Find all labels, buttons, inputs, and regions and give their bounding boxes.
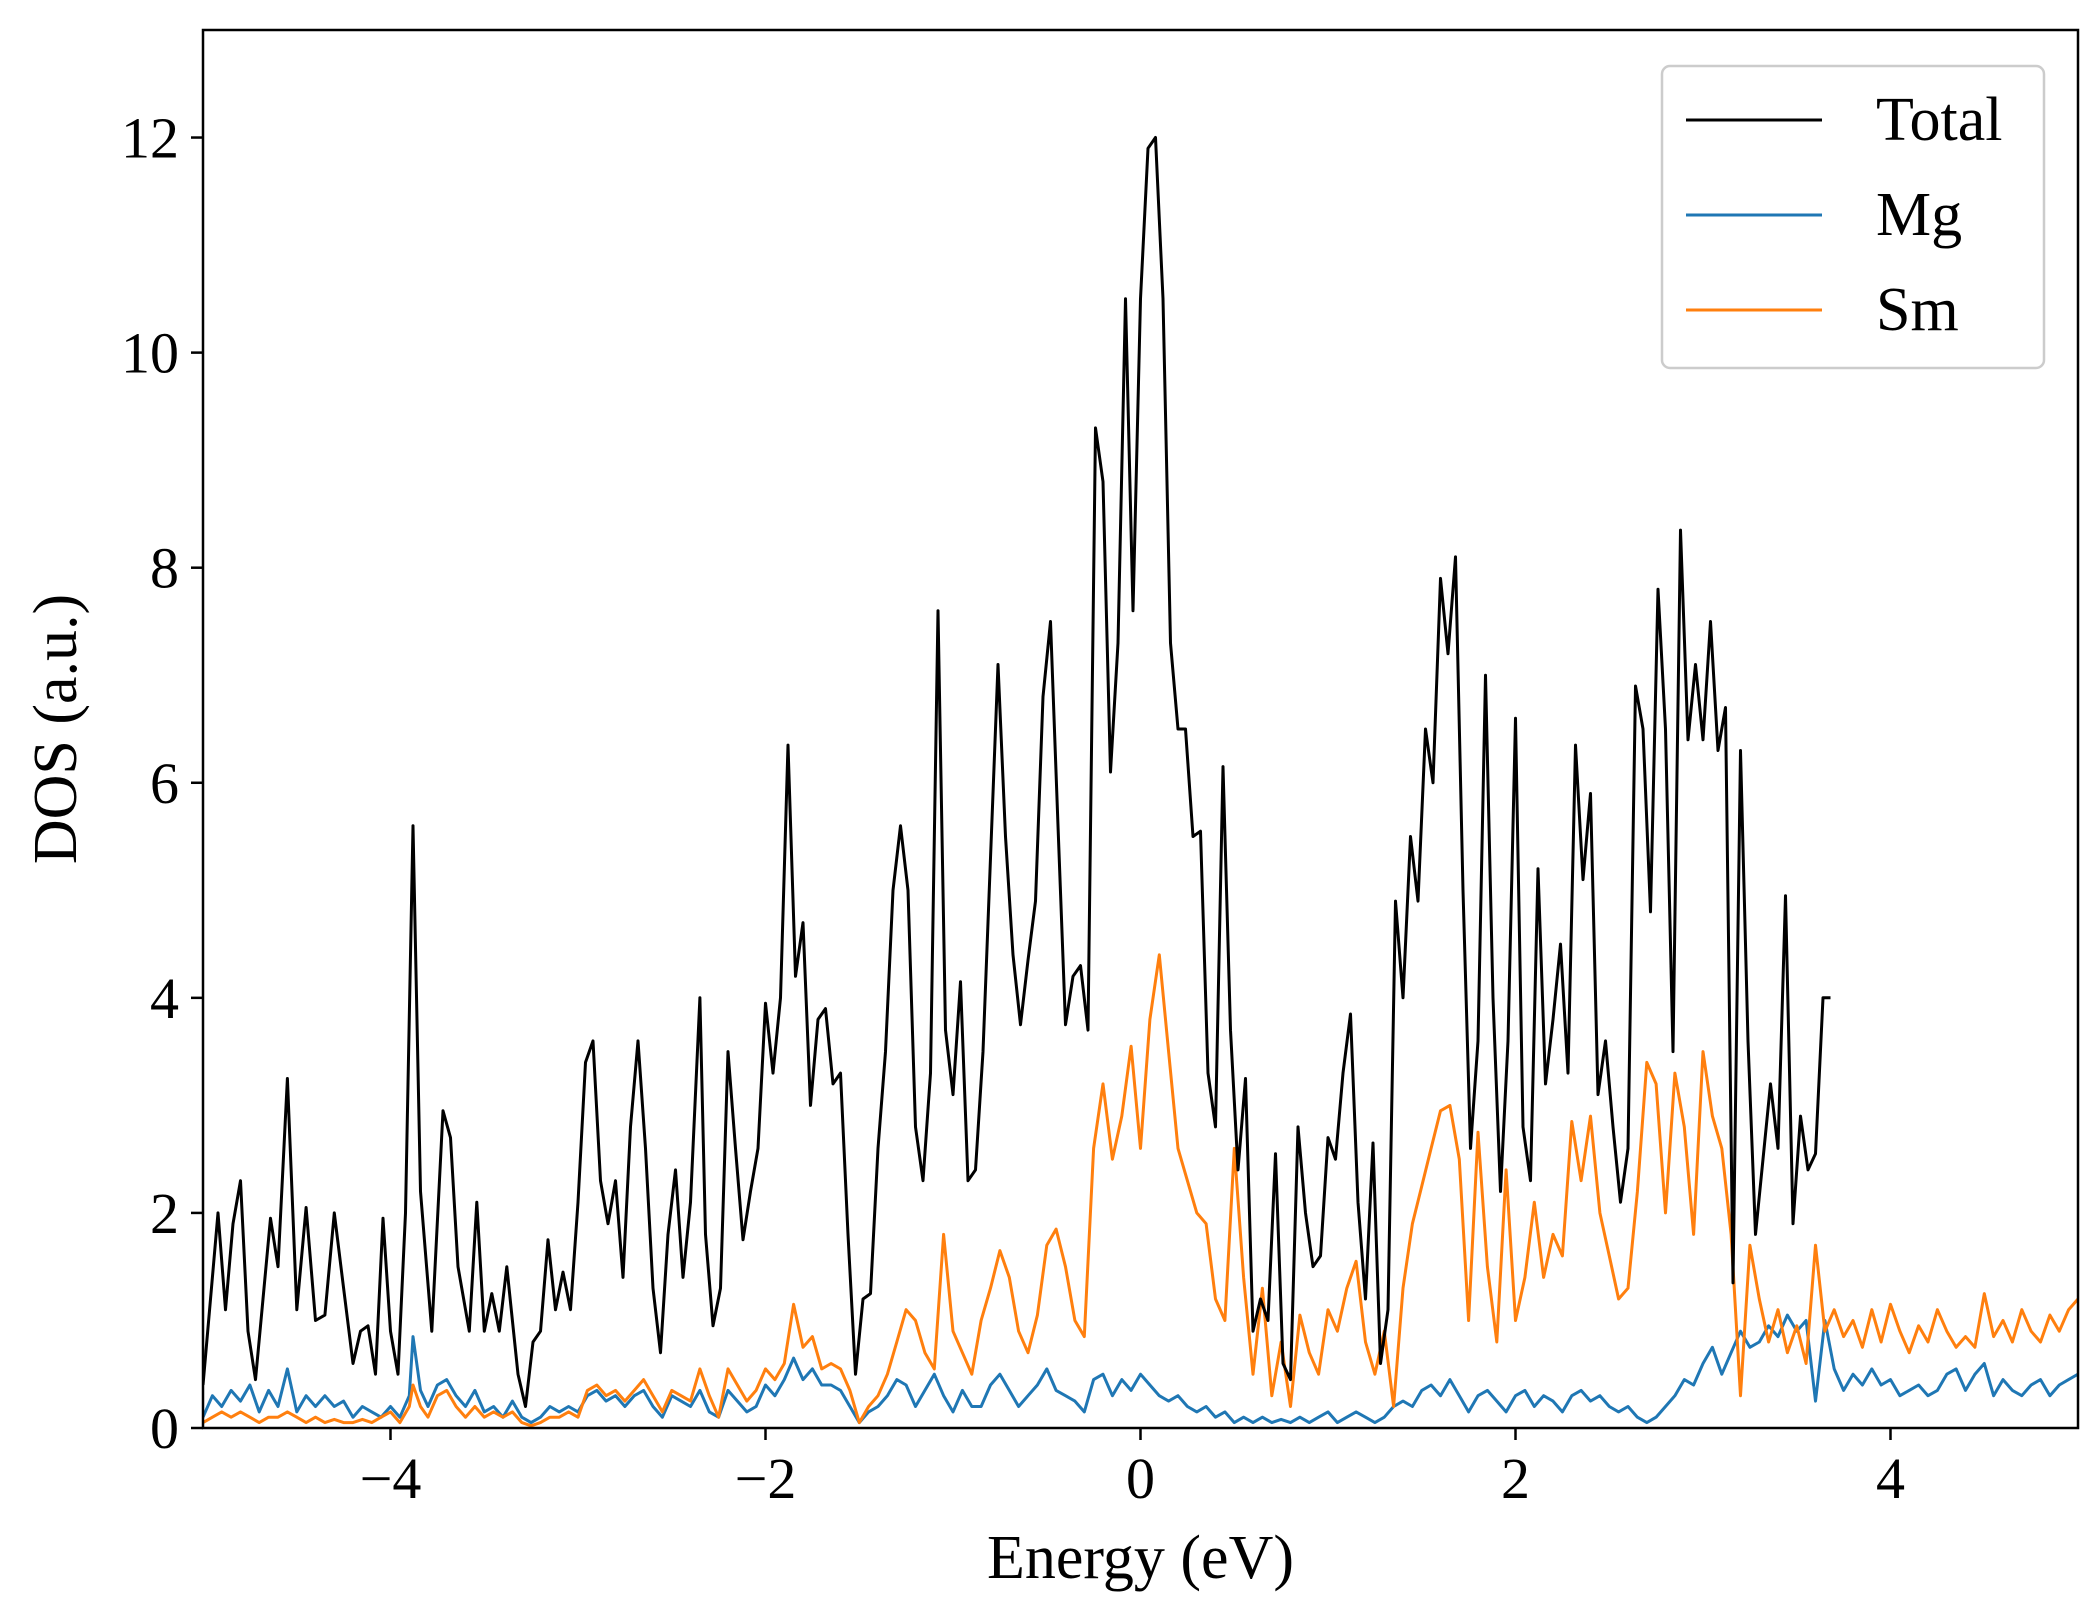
y-tick-label: 10 <box>121 321 179 386</box>
legend-label-sm: Sm <box>1876 276 1959 344</box>
series-line-sm <box>203 953 2078 1428</box>
y-tick-label: 2 <box>150 1181 179 1246</box>
series-layer <box>203 136 2078 1428</box>
y-tick-label: 4 <box>150 966 179 1031</box>
y-tick-label: 12 <box>121 106 179 171</box>
y-axis: 0 2 4 6 8 10 12 <box>121 106 203 1461</box>
x-tick-label: −2 <box>735 1446 797 1511</box>
x-tick-label: −4 <box>360 1446 422 1511</box>
series-line-mg <box>203 1313 2078 1425</box>
legend-label-total: Total <box>1876 86 2003 154</box>
y-tick-label: 8 <box>150 536 179 601</box>
legend: Total Mg Sm <box>1660 64 2046 370</box>
legend-box <box>1660 64 2046 370</box>
y-tick-label: 6 <box>150 751 179 816</box>
y-axis-title: DOS (a.u.) <box>22 594 90 864</box>
series-line-total <box>203 136 1831 1408</box>
x-axis-title: Energy (eV) <box>987 1524 1294 1592</box>
x-axis: −4 −2 0 2 4 <box>360 1428 1905 1511</box>
x-tick-label: 0 <box>1126 1446 1155 1511</box>
legend-label-mg: Mg <box>1876 181 1962 249</box>
x-tick-label: 4 <box>1876 1446 1905 1511</box>
x-tick-label: 2 <box>1501 1446 1530 1511</box>
y-tick-label: 0 <box>150 1396 179 1461</box>
